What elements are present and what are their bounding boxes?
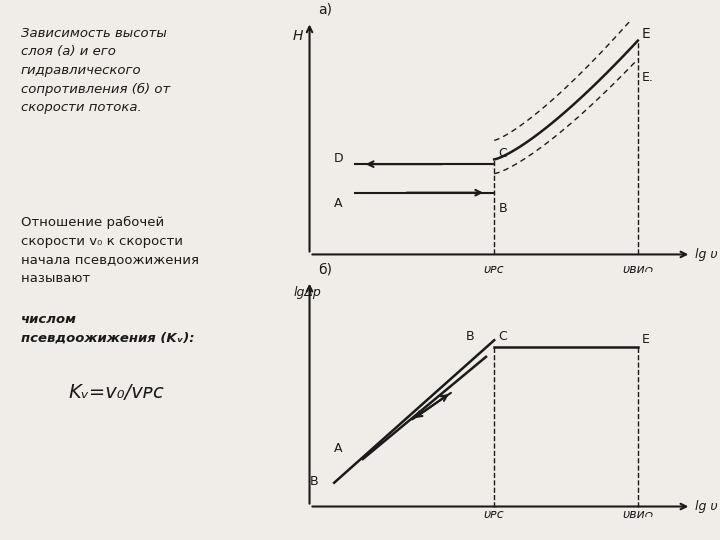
Text: Зависимость высоты
слоя (а) и его
гидравлического
сопротивления (б) от
скорости : Зависимость высоты слоя (а) и его гидрав…	[21, 27, 170, 114]
Text: числом
псевдоожижения (Kᵥ):: числом псевдоожижения (Kᵥ):	[21, 313, 194, 345]
Text: D: D	[333, 152, 343, 165]
Text: а): а)	[318, 3, 332, 17]
Text: E: E	[642, 27, 651, 41]
Text: Kᵥ=v₀/vᴘᴄ: Kᵥ=v₀/vᴘᴄ	[69, 383, 164, 402]
Text: E.: E.	[642, 71, 654, 84]
Text: B: B	[465, 330, 474, 343]
Text: B: B	[310, 475, 318, 488]
Text: A: A	[334, 442, 343, 455]
Text: C: C	[498, 147, 507, 160]
Text: lg υ: lg υ	[696, 500, 718, 513]
Text: б): б)	[318, 262, 332, 276]
Text: C: C	[498, 330, 507, 343]
Text: lg υ: lg υ	[696, 248, 718, 261]
Text: υᴘᴄ: υᴘᴄ	[484, 508, 505, 522]
Text: υвиᴒ: υвиᴒ	[622, 264, 654, 276]
Text: B: B	[498, 201, 507, 215]
Text: lgΔp: lgΔp	[293, 286, 321, 299]
Text: A: A	[334, 197, 343, 210]
Text: υᴘᴄ: υᴘᴄ	[484, 264, 505, 276]
Text: υвиᴒ: υвиᴒ	[622, 508, 654, 522]
Text: E: E	[642, 333, 650, 346]
Text: Отношение рабочей
скорости v₀ к скорости
начала псевдоожижения
называют: Отношение рабочей скорости v₀ к скорости…	[21, 216, 199, 285]
Text: H: H	[293, 29, 304, 43]
